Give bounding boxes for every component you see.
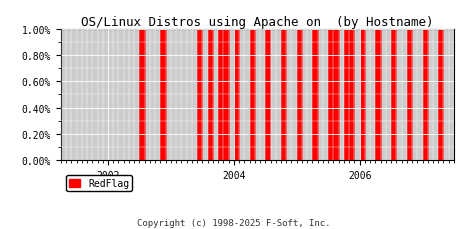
Legend: RedFlag: RedFlag (66, 176, 132, 191)
Title: OS/Linux Distros using Apache on  (by Hostname): OS/Linux Distros using Apache on (by Hos… (81, 16, 434, 29)
Text: Copyright (c) 1998-2025 F-Soft, Inc.: Copyright (c) 1998-2025 F-Soft, Inc. (137, 218, 331, 227)
